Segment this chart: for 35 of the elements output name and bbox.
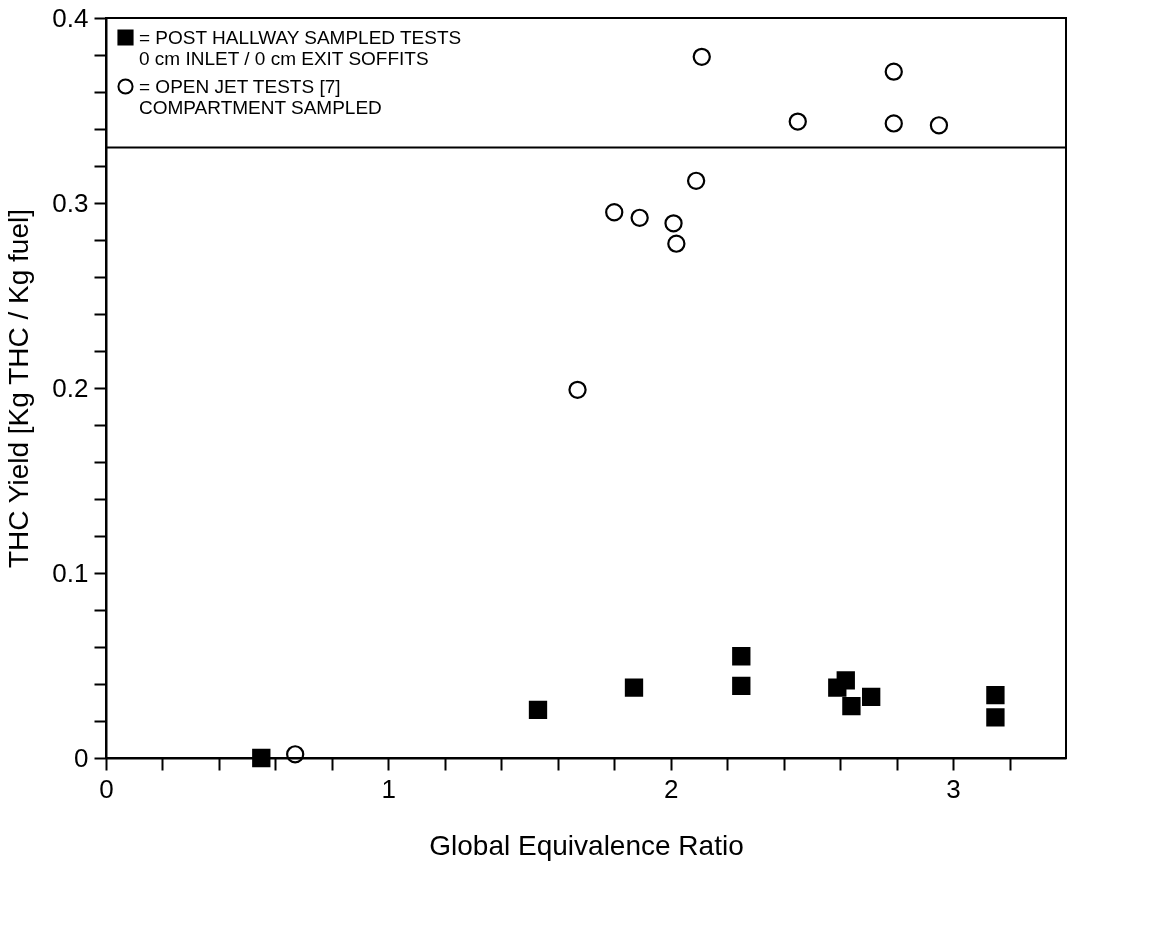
point xyxy=(630,208,649,227)
legend-label: = OPEN JET TESTS [7] COMPARTMENT SAMPLED xyxy=(139,75,382,118)
point xyxy=(986,708,1005,727)
x-axis-title: Global Equivalence Ratio xyxy=(429,829,744,861)
legend-label: = POST HALLWAY SAMPLED TESTS 0 cm INLET / 0 cm EXIT SOFFITS xyxy=(139,26,462,69)
y-tick-label: 0 xyxy=(74,742,89,773)
point xyxy=(568,380,587,399)
point xyxy=(884,62,903,81)
point xyxy=(664,214,683,233)
point xyxy=(686,171,706,190)
point xyxy=(929,116,949,135)
x-tick-label: 2 xyxy=(663,773,679,804)
point xyxy=(692,47,711,66)
point xyxy=(286,745,305,764)
point xyxy=(624,678,644,697)
point xyxy=(836,671,855,690)
point xyxy=(252,748,271,768)
point xyxy=(605,203,624,222)
point xyxy=(528,700,548,720)
y-tick-label: 0.3 xyxy=(52,187,89,218)
y-tick-label: 0.2 xyxy=(52,372,89,403)
point xyxy=(788,112,807,131)
y-tick-label: 0.1 xyxy=(52,557,89,588)
x-tick-label: 3 xyxy=(946,773,961,804)
point xyxy=(842,697,861,716)
y-tick-label: 0.4 xyxy=(52,2,89,33)
point xyxy=(884,114,903,133)
point xyxy=(667,234,686,253)
point xyxy=(732,647,751,666)
y-axis-title: THC Yield [Kg THC / Kg fuel] xyxy=(3,209,35,568)
x-tick-label: 0 xyxy=(99,773,114,804)
point xyxy=(862,687,881,707)
point xyxy=(732,676,751,696)
point xyxy=(986,685,1005,705)
x-tick-label: 1 xyxy=(381,773,397,804)
